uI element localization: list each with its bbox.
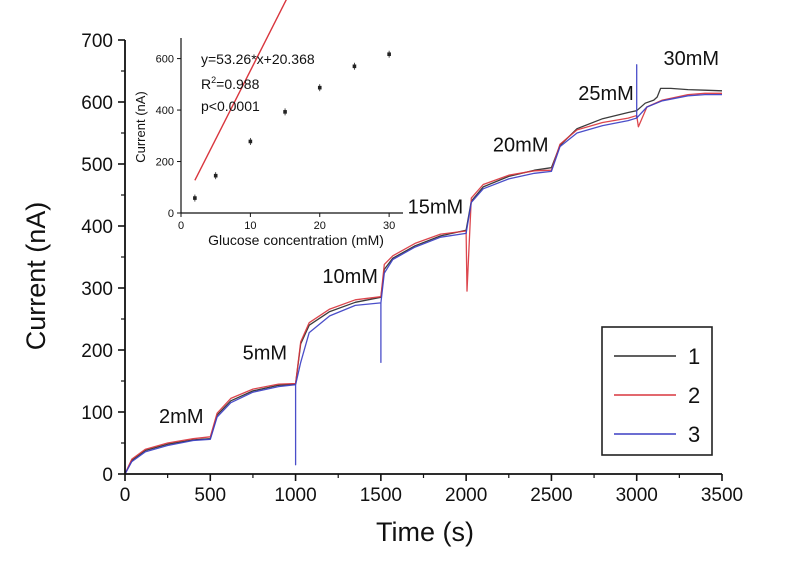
main-x-axis-title: Time (s) (376, 517, 474, 547)
inset-r-superscript: 2 (211, 75, 216, 85)
inset-axes: 0 10 20 30 0 200 400 600 (156, 38, 403, 232)
main-annotation-label: 2mM (159, 406, 203, 428)
main-annotation-label: 25mM (578, 83, 634, 105)
main-series-line-2 (124, 92, 722, 475)
main-annotation-label: 10mM (322, 266, 378, 288)
inset-y-tick-label: 400 (156, 105, 174, 117)
main-x-tick-label: 1000 (274, 485, 316, 506)
inset-y-tick-label: 0 (168, 208, 174, 220)
inset-x-tick-label: 20 (314, 220, 326, 232)
inset-y-tick-label: 200 (156, 157, 174, 169)
main-y-tick-label: 500 (81, 155, 113, 176)
inset-equation: y=53.26*x+20.368 (201, 51, 315, 67)
main-y-tick-label: 200 (81, 341, 113, 362)
legend-label-3: 3 (688, 422, 700, 447)
main-x-tick-label: 2500 (530, 485, 572, 506)
main-annotation-layer: 2mM 5mM 10mM 15mM 20mM 25mM 30mM (159, 48, 719, 428)
main-annotation-label: 20mM (493, 135, 549, 157)
inset-x-tick-label: 30 (383, 220, 395, 232)
inset-chart: 0 10 20 30 0 200 400 600 Glucose concentration … (133, 0, 403, 248)
inset-fit-line (194, 0, 287, 181)
main-y-tick-label: 100 (81, 403, 113, 424)
main-x-tick-label: 500 (194, 485, 226, 506)
main-annotation-label: 5mM (243, 342, 287, 364)
main-x-tick-label: 3500 (701, 485, 743, 506)
main-series-layer (124, 64, 723, 475)
inset-r-symbol: R (201, 76, 211, 92)
inset-x-axis-title: Glucose concentration (mM) (208, 232, 384, 248)
main-x-tick-label: 3000 (616, 485, 658, 506)
inset-x-tick-label: 10 (244, 220, 256, 232)
main-y-tick-label: 400 (81, 217, 113, 238)
inset-series-layer (193, 0, 391, 202)
inset-y-axis-title: Current (nA) (133, 91, 148, 163)
inset-x-tick-label: 0 (178, 220, 184, 232)
inset-background (181, 38, 403, 213)
main-x-tick-label: 0 (120, 485, 131, 506)
main-x-tick-label: 1500 (360, 485, 402, 506)
inset-r-squared: R2=0.988 (201, 75, 260, 92)
main-annotation-label: 30mM (664, 48, 720, 70)
inset-data-point (317, 85, 322, 90)
main-axes: 0 500 1000 1500 2000 2500 3000 3500010020030040… (81, 31, 743, 506)
inset-data-point (213, 173, 218, 178)
inset-data-point (352, 64, 357, 69)
main-x-tick-label: 2000 (445, 485, 487, 506)
inset-data-point (248, 139, 253, 144)
legend: 1 2 3 (601, 326, 713, 456)
main-annotation-label: 15mM (408, 197, 464, 219)
inset-y-tick-label: 600 (156, 54, 174, 66)
main-y-tick-label: 700 (81, 31, 113, 52)
legend-label-1: 1 (688, 344, 700, 369)
main-y-tick-label: 300 (81, 279, 113, 300)
inset-r-value: =0.988 (216, 76, 259, 92)
main-series-line-3 (124, 64, 722, 475)
main-series-line-1 (124, 87, 723, 475)
legend-label-2: 2 (688, 383, 700, 408)
inset-data-point (387, 52, 391, 57)
inset-data-point (283, 110, 287, 114)
main-y-tick-label: 600 (81, 93, 113, 114)
main-y-axis-title: Current (nA) (21, 202, 51, 351)
main-y-tick-label: 0 (102, 465, 113, 486)
inset-data-point (193, 196, 197, 200)
inset-p-value: p<0.0001 (201, 98, 260, 114)
